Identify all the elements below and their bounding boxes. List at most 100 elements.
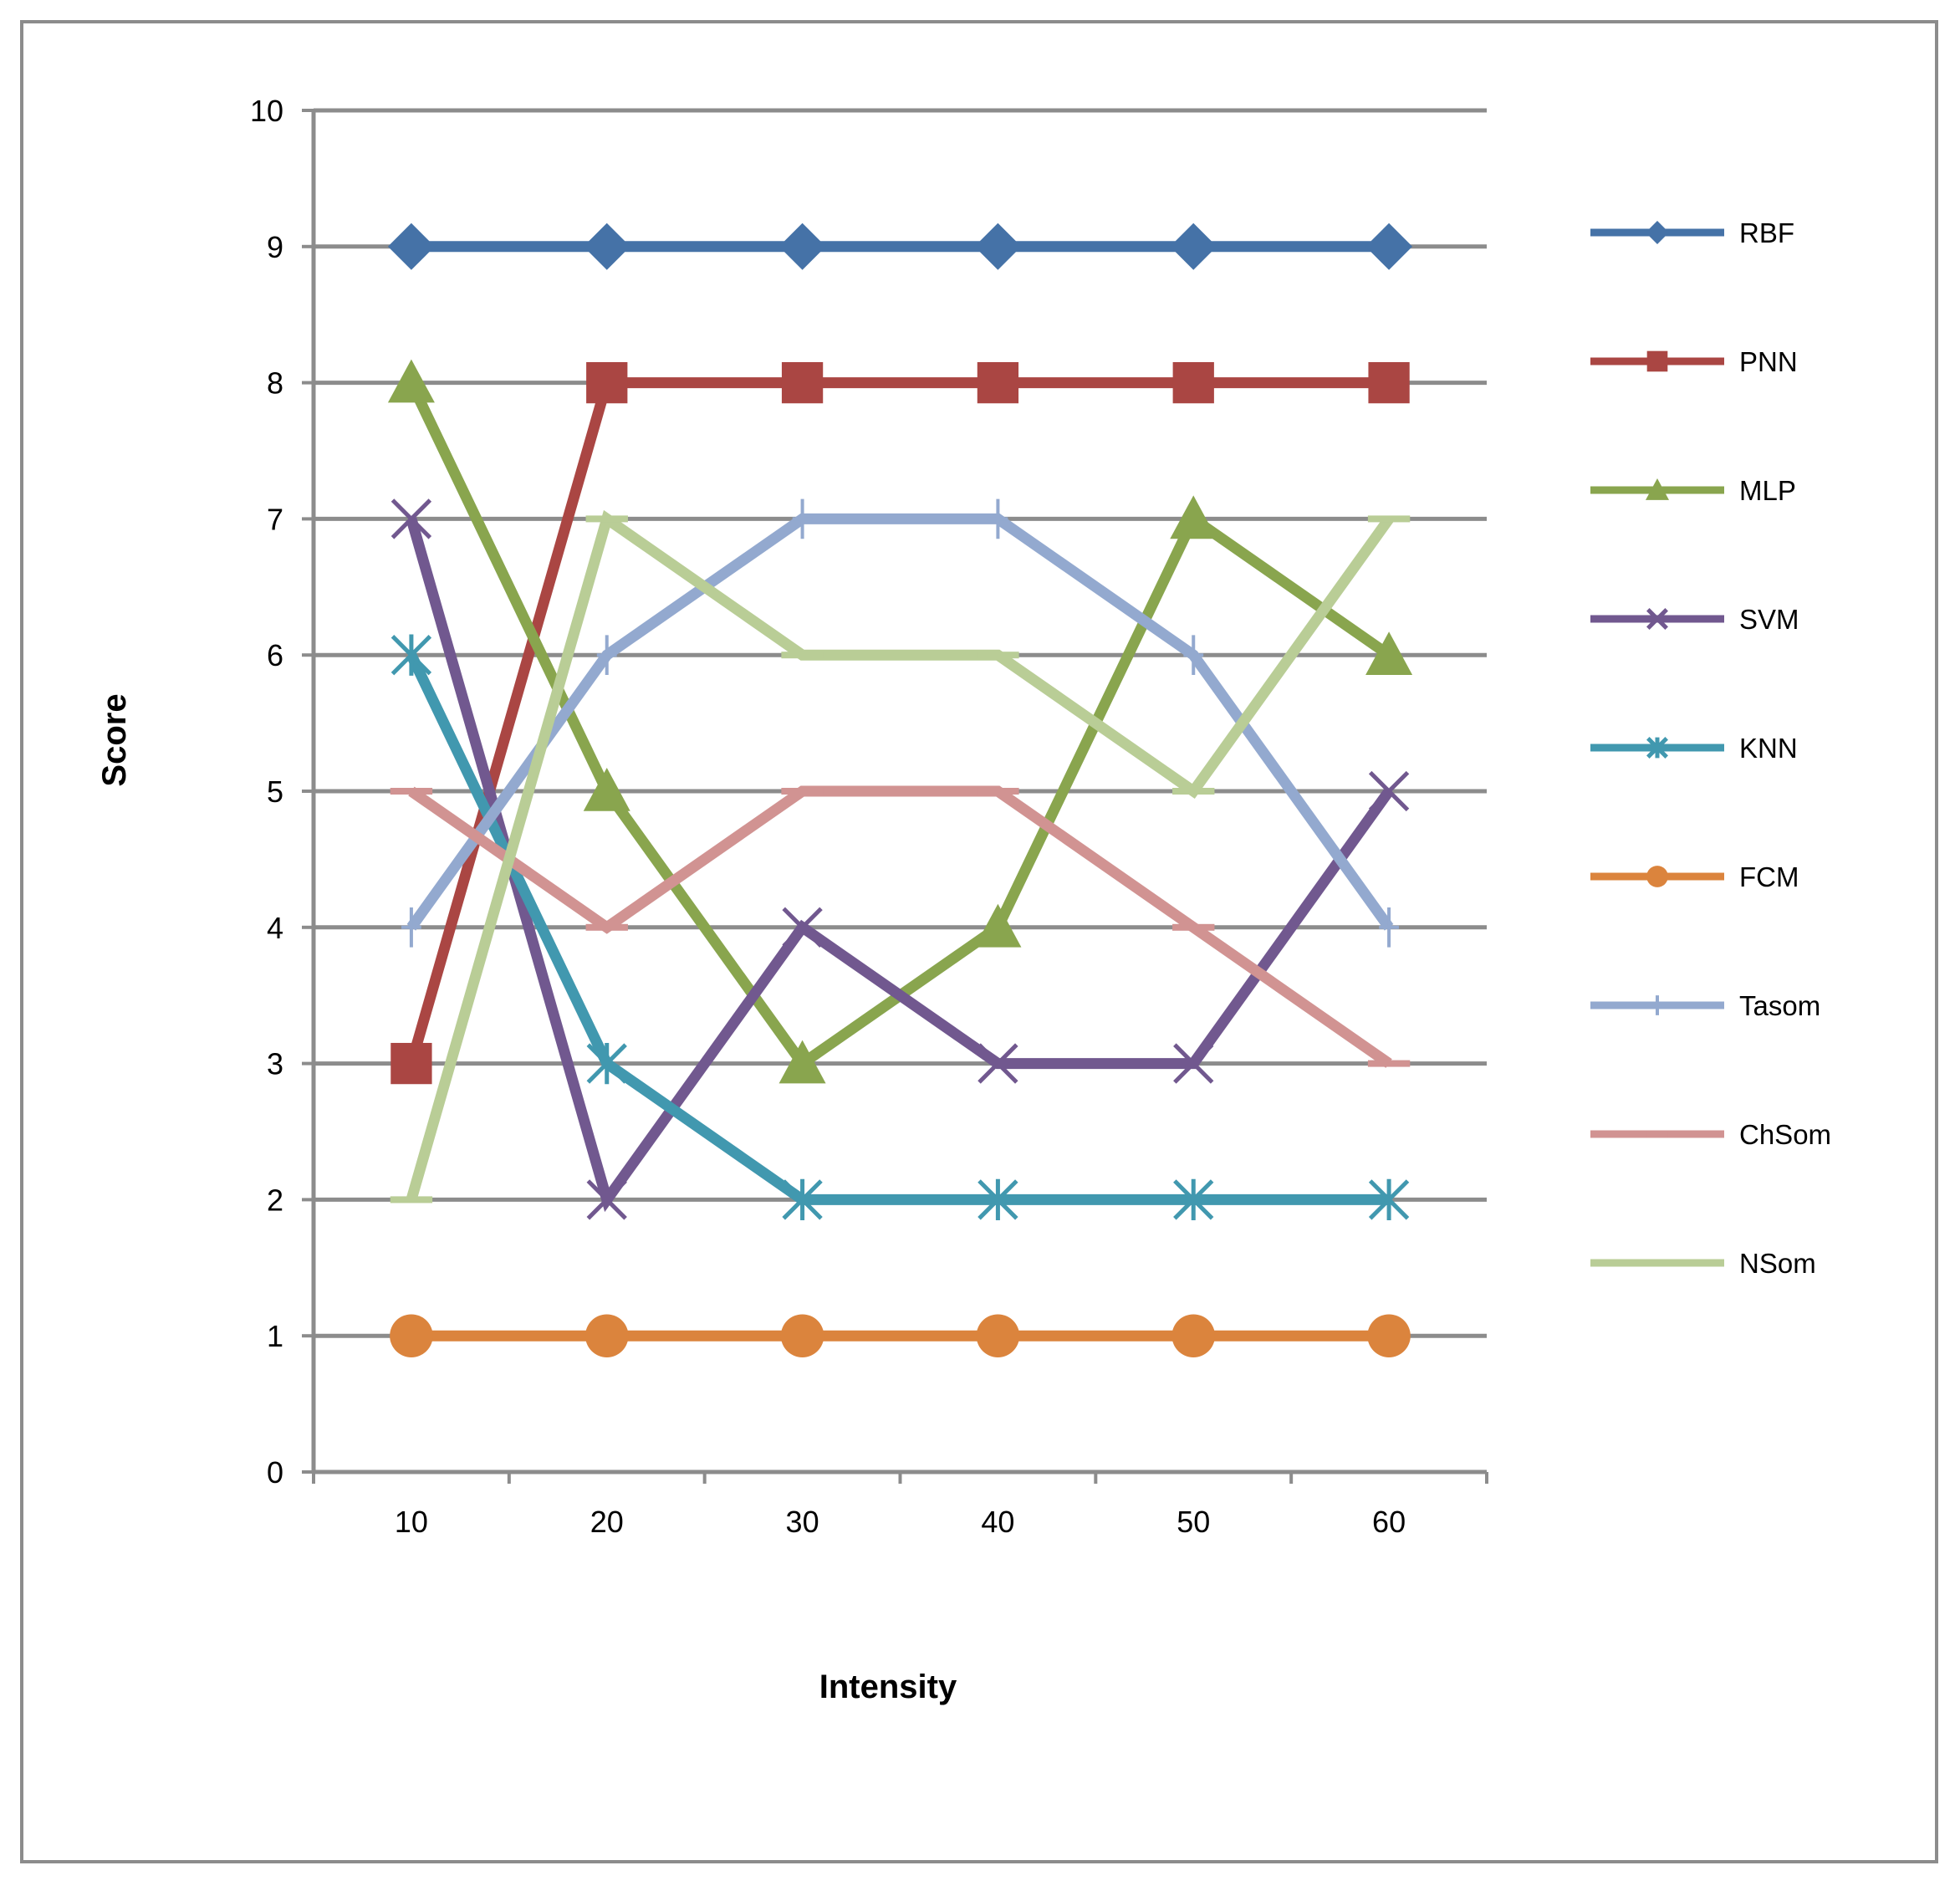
legend-item-pnn: PNN [1590,346,1798,377]
data-point-knn [782,1178,823,1221]
legend-marker-chsom [1646,1131,1668,1137]
data-point-chsom [781,788,824,795]
series-line-chsom [408,785,1392,1068]
y-tick-label: 8 [267,366,283,401]
legend-marker-tasom [1652,995,1662,1015]
data-point-svm [390,498,432,539]
x-tick-label: 40 [981,1505,1014,1539]
data-point-mlp [1365,631,1413,675]
data-point-mlp [387,359,435,403]
data-point-knn [977,1178,1018,1221]
data-point-chsom [585,923,628,931]
data-point-fcm [1367,1314,1411,1357]
data-point-svm [977,1043,1018,1084]
data-point-nsom [585,515,628,523]
legend-label-tasom: Tasom [1739,990,1820,1021]
data-point-rbf [778,222,826,270]
series-knn [390,634,1410,1221]
series-nsom [390,509,1411,1204]
legend-item-mlp: MLP [1590,475,1796,506]
series-line-knn [406,652,1390,1205]
x-tick-label: 50 [1177,1505,1210,1539]
legend-label-pnn: PNN [1739,346,1798,377]
y-tick-label: 4 [267,911,283,945]
x-tick-label: 30 [786,1505,819,1539]
legend-marker-nsom [1646,1260,1668,1266]
legend-marker-mlp [1646,478,1669,500]
legend-item-chsom: ChSom [1590,1119,1831,1150]
data-point-nsom [781,652,824,659]
series-pnn [390,361,1410,1085]
y-tick-label: 5 [267,774,283,809]
series-svm [390,498,1410,1220]
data-point-chsom [1367,1060,1411,1067]
legend-marker-rbf [1646,221,1669,244]
data-point-rbf [974,222,1022,270]
legend: RBF PNN MLP SVM KNN FCM Tasom ChSom NSom [1590,217,1831,1279]
data-point-chsom [1172,923,1215,931]
data-point-pnn [781,361,824,404]
data-point-svm [782,907,823,948]
x-axis-title: Intensity [819,1669,957,1705]
data-point-knn [586,1042,627,1085]
legend-marker-fcm [1646,866,1668,887]
data-point-tasom [1183,635,1204,675]
data-point-chsom [977,788,1019,795]
legend-item-svm: SVM [1590,604,1799,635]
axis-labels: Intensity Score [96,693,957,1705]
data-point-pnn [586,361,628,404]
legend-marker-knn [1646,737,1668,759]
series-line-tasom [406,513,1394,931]
data-point-knn [1173,1178,1214,1221]
y-tick-label: 1 [267,1319,283,1353]
data-point-nsom [390,1196,433,1204]
y-tick-label: 3 [267,1047,283,1081]
legend-label-nsom: NSom [1739,1248,1816,1279]
legend-item-knn: KNN [1590,733,1798,764]
data-point-chsom [390,788,433,795]
data-point-knn [390,634,432,676]
series-line-nsom [406,509,1394,1202]
y-tick-label: 10 [250,94,283,128]
series-line-svm [406,517,1394,1213]
series-fcm [390,1314,1411,1357]
data-point-tasom [792,498,813,539]
data-point-fcm [390,1314,433,1357]
data-point-mlp [1170,495,1217,539]
data-point-knn [1368,1178,1410,1221]
data-point-fcm [976,1314,1020,1357]
data-point-nsom [1367,515,1411,523]
data-point-mlp [974,903,1022,948]
legend-label-rbf: RBF [1739,217,1794,248]
legend-label-chsom: ChSom [1739,1119,1831,1150]
data-point-rbf [387,222,435,270]
y-tick-label: 2 [267,1183,283,1217]
legend-item-tasom: Tasom [1590,990,1820,1021]
legend-item-nsom: NSom [1590,1248,1816,1279]
x-tick-label: 10 [395,1505,428,1539]
series-group [387,222,1413,1357]
legend-label-mlp: MLP [1739,475,1796,506]
legend-label-svm: SVM [1739,604,1799,635]
data-point-svm [1173,1043,1214,1084]
data-point-rbf [1170,222,1217,270]
y-tick-label: 9 [267,230,283,264]
data-point-tasom [1379,907,1399,948]
x-tick-label: 20 [590,1505,624,1539]
data-point-mlp [778,1040,826,1084]
legend-label-knn: KNN [1739,733,1798,764]
series-line-pnn [406,377,1390,1066]
data-point-tasom [988,498,1008,539]
series-tasom [401,498,1399,948]
y-tick-label: 7 [267,502,283,536]
axes: 0 1 2 3 4 5 6 7 8 9 10 10 20 30 40 50 60 [250,94,1488,1539]
series-chsom [390,785,1411,1068]
data-point-rbf [583,222,630,270]
data-point-svm [586,1179,627,1220]
data-point-fcm [584,1314,629,1357]
y-tick-label: 6 [267,638,283,672]
data-point-tasom [401,907,421,948]
data-point-fcm [780,1314,824,1357]
legend-item-fcm: FCM [1590,861,1799,892]
